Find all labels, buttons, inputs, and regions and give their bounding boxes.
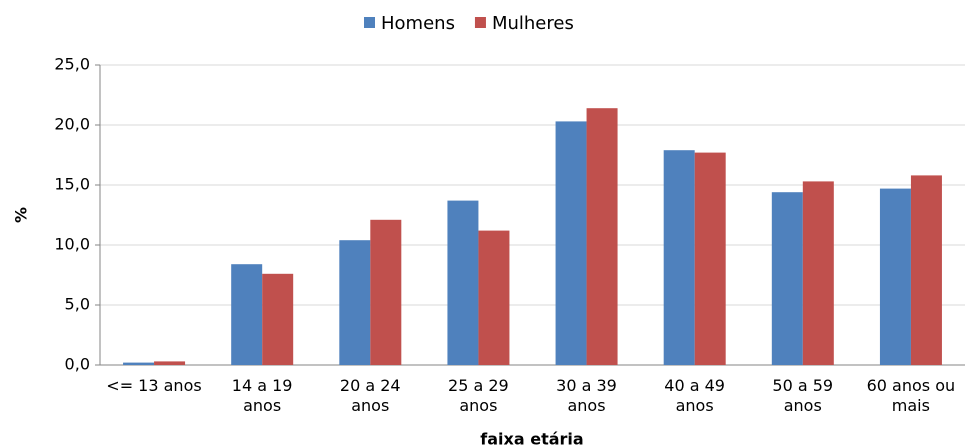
bar [123, 362, 155, 365]
legend-label: Homens [381, 13, 455, 34]
y-tick-label: 0,0 [65, 355, 90, 374]
bar [447, 200, 479, 365]
bar [910, 175, 942, 365]
bar [370, 219, 402, 365]
x-tick-label: 40 a 49 anos [664, 376, 725, 415]
bar [339, 240, 371, 365]
legend-label: Mulheres [492, 13, 574, 34]
y-tick-label: 25,0 [54, 55, 90, 74]
x-tick-label: 20 a 24 anos [339, 376, 401, 415]
legend-swatch [364, 17, 375, 28]
y-tick-label: 20,0 [54, 115, 90, 134]
x-tick-label: 60 anos ou mais [866, 376, 956, 415]
x-tick-label: 25 a 29 anos [448, 376, 509, 415]
y-axis-label: % [12, 207, 31, 223]
bar [663, 150, 695, 365]
x-tick-label: <= 13 anos [106, 376, 202, 395]
legend-swatch [474, 17, 486, 28]
x-tick-label: 50 a 59 anos [772, 376, 834, 415]
bar [771, 192, 803, 365]
bar [586, 108, 618, 365]
x-axis-label: faixa etária [480, 430, 583, 448]
bar [694, 152, 726, 365]
bar [262, 273, 294, 365]
bar [555, 121, 587, 366]
y-tick-label: 10,0 [54, 235, 90, 254]
bar [879, 188, 911, 365]
y-tick-label: 5,0 [65, 295, 90, 314]
x-tick-label: 14 a 19 anos [231, 376, 293, 415]
bar [478, 230, 510, 365]
bar [154, 361, 186, 365]
bar [802, 181, 834, 365]
x-tick-label: 30 a 39 anos [556, 376, 617, 415]
y-tick-label: 15,0 [54, 175, 90, 194]
bar [231, 264, 263, 365]
